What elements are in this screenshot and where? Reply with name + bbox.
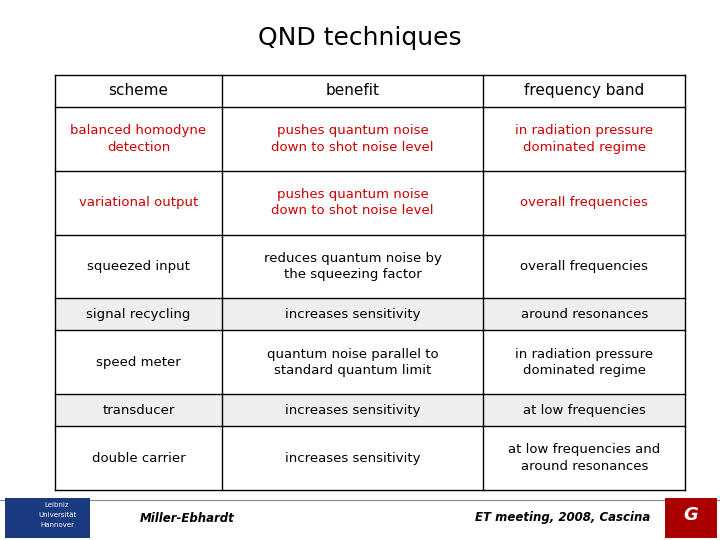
Text: speed meter: speed meter xyxy=(96,356,181,369)
Text: Miller-Ebhardt: Miller-Ebhardt xyxy=(140,511,235,524)
Text: increases sensitivity: increases sensitivity xyxy=(285,308,420,321)
Text: double carrier: double carrier xyxy=(91,451,185,464)
Text: squeezed input: squeezed input xyxy=(87,260,190,273)
Bar xyxy=(665,498,717,538)
Text: increases sensitivity: increases sensitivity xyxy=(285,404,420,417)
Text: frequency band: frequency band xyxy=(524,84,644,98)
Text: quantum noise parallel to
standard quantum limit: quantum noise parallel to standard quant… xyxy=(267,348,438,377)
Text: Hannover: Hannover xyxy=(40,522,74,528)
Text: around resonances: around resonances xyxy=(521,308,648,321)
Text: G: G xyxy=(683,506,698,524)
Text: pushes quantum noise
down to shot noise level: pushes quantum noise down to shot noise … xyxy=(271,124,434,153)
Text: scheme: scheme xyxy=(109,84,168,98)
Text: at low frequencies: at low frequencies xyxy=(523,404,646,417)
Text: variational output: variational output xyxy=(79,196,198,209)
Text: at low frequencies and
around resonances: at low frequencies and around resonances xyxy=(508,443,660,473)
Text: pushes quantum noise
down to shot noise level: pushes quantum noise down to shot noise … xyxy=(271,188,434,218)
Text: balanced homodyne
detection: balanced homodyne detection xyxy=(71,124,207,153)
Bar xyxy=(5,498,90,538)
Text: transducer: transducer xyxy=(102,404,175,417)
Text: overall frequencies: overall frequencies xyxy=(521,196,648,209)
Text: overall frequencies: overall frequencies xyxy=(521,260,648,273)
Text: signal recycling: signal recycling xyxy=(86,308,191,321)
Text: reduces quantum noise by
the squeezing factor: reduces quantum noise by the squeezing f… xyxy=(264,252,441,281)
Text: ET meeting, 2008, Cascina: ET meeting, 2008, Cascina xyxy=(474,511,650,524)
Text: increases sensitivity: increases sensitivity xyxy=(285,451,420,464)
Text: Universität: Universität xyxy=(38,512,76,518)
Text: QND techniques: QND techniques xyxy=(258,26,462,50)
Bar xyxy=(55,299,685,330)
Text: in radiation pressure
dominated regime: in radiation pressure dominated regime xyxy=(515,124,653,153)
Text: Leibniz: Leibniz xyxy=(45,502,69,508)
Bar xyxy=(55,394,685,426)
Text: benefit: benefit xyxy=(325,84,379,98)
Text: in radiation pressure
dominated regime: in radiation pressure dominated regime xyxy=(515,348,653,377)
